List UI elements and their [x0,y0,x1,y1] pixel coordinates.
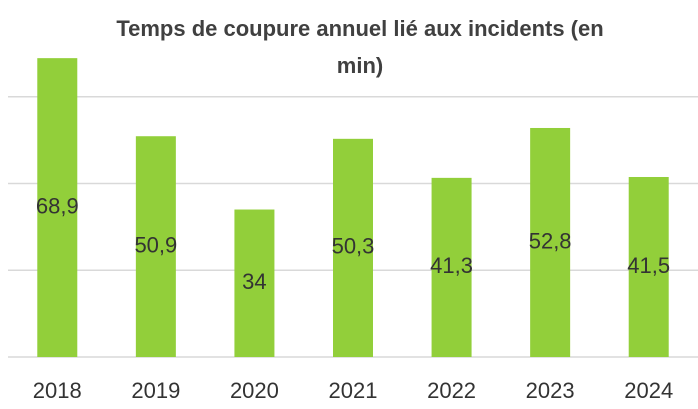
data-label: 41,5 [627,253,670,278]
bar [431,177,472,357]
bar [234,209,275,357]
data-label: 41,3 [430,253,473,278]
bar [135,136,176,357]
x-tick-label: 2023 [526,378,575,403]
x-tick-label: 2022 [427,378,476,403]
chart-title: Temps de coupure annuel lié aux incident… [116,16,604,78]
data-label: 34 [242,269,266,294]
data-label: 68,9 [36,193,79,218]
x-tick-label: 2020 [230,378,279,403]
bar [530,127,571,357]
data-label: 52,8 [529,228,572,253]
x-tick-label: 2019 [131,378,180,403]
data-label: 50,9 [134,232,177,257]
x-tick-label: 2021 [329,378,378,403]
x-tick-label: 2024 [624,378,673,403]
data-label: 50,3 [332,234,375,259]
bar [333,138,373,357]
bar [37,58,78,358]
bar [628,176,669,357]
x-tick-label: 2018 [33,378,82,403]
